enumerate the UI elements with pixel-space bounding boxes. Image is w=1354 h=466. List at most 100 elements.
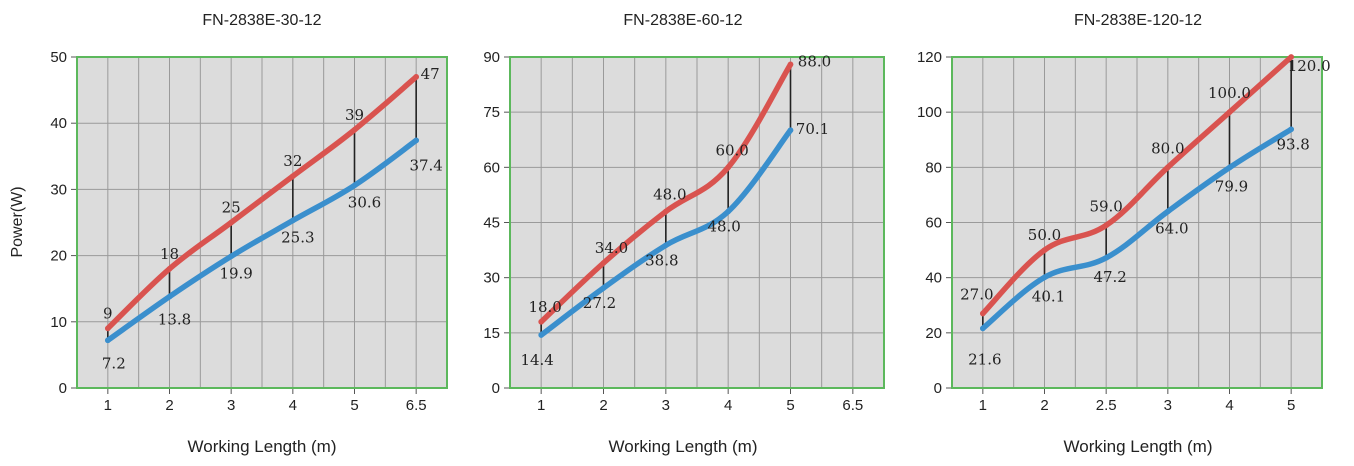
plot-frame — [951, 56, 1323, 389]
data-point-lower — [413, 137, 419, 144]
data-point-upper — [663, 208, 669, 215]
data-point-lower — [351, 182, 358, 189]
y-tick-label: 80 — [925, 159, 942, 176]
data-label-lower: 21.6 — [968, 350, 1001, 368]
y-tick-label: 60 — [483, 159, 500, 176]
y-tick-label: 20 — [925, 325, 942, 342]
y-tick-label: 90 — [483, 49, 500, 66]
data-point-upper — [600, 260, 607, 266]
y-tick-label: 10 — [50, 314, 67, 331]
y-tick-label: 0 — [492, 380, 500, 397]
data-label-lower: 27.2 — [583, 294, 616, 312]
y-tick-label: 40 — [50, 115, 67, 132]
data-point-upper — [1103, 222, 1109, 229]
data-point-lower — [105, 337, 111, 344]
chart-title: FN-2838E-60-12 — [623, 12, 742, 29]
series-line-lower — [980, 126, 1294, 332]
data-label-lower: 38.8 — [645, 251, 678, 269]
data-point-lower — [725, 208, 731, 215]
data-label-lower: 93.8 — [1276, 135, 1309, 153]
data-label-lower: 37.4 — [409, 156, 442, 174]
data-point-upper — [1226, 109, 1233, 115]
data-label-upper: 47 — [421, 65, 440, 83]
data-label-upper: 9 — [103, 304, 113, 322]
x-tick-label: 4 — [289, 397, 297, 414]
data-label-lower: 25.3 — [281, 229, 314, 247]
y-tick-label: 100 — [917, 104, 942, 121]
data-label-upper: 59.0 — [1089, 197, 1122, 215]
y-tick-label: 0 — [934, 380, 942, 397]
data-point-upper — [413, 74, 419, 80]
data-point-lower — [166, 293, 173, 300]
data-label-lower: 13.8 — [158, 311, 191, 329]
data-label-upper: 120.0 — [1288, 57, 1331, 75]
data-point-upper — [1288, 54, 1294, 60]
x-axis-label: Working Length (m) — [188, 437, 337, 456]
data-point-upper — [351, 127, 358, 133]
x-tick-label: 1 — [979, 397, 987, 414]
x-tick-label: 2 — [1040, 397, 1048, 414]
x-tick-label: 2.5 — [1096, 397, 1117, 414]
data-label-lower: 79.9 — [1215, 178, 1248, 196]
plot-frame — [76, 56, 448, 389]
data-label-upper: 27.0 — [960, 286, 993, 304]
y-tick-label: 15 — [483, 325, 500, 342]
data-point-lower — [663, 242, 669, 249]
data-point-lower — [1041, 274, 1048, 281]
data-point-upper — [725, 164, 731, 171]
x-tick-label: 5 — [786, 397, 794, 414]
data-label-lower: 19.9 — [219, 264, 252, 282]
series-line-upper — [980, 54, 1294, 317]
data-point-upper — [105, 325, 111, 332]
x-tick-label: 2 — [165, 397, 173, 414]
chart-3: FN-2838E-120-12 0 20 40 60 80 100 120 1 2 2.5 3 4 5 Wo… — [917, 12, 1331, 456]
x-tick-label: 1 — [104, 397, 112, 414]
data-label-upper: 18 — [160, 245, 179, 263]
data-point-upper — [538, 319, 544, 325]
data-point-upper — [228, 219, 234, 226]
x-tick-label: 4 — [724, 397, 732, 414]
data-label-lower: 48.0 — [707, 217, 740, 235]
y-axis-label: Power(W) — [9, 186, 26, 257]
y-tick-label: 60 — [925, 215, 942, 232]
data-label-upper: 80.0 — [1151, 139, 1184, 157]
data-label-lower: 64.0 — [1155, 219, 1188, 237]
data-label-lower: 70.1 — [796, 120, 829, 138]
x-tick-label: 4 — [1225, 397, 1233, 414]
data-label-lower: 40.1 — [1032, 287, 1065, 305]
data-label-upper: 18.0 — [528, 298, 561, 316]
data-point-lower — [228, 253, 234, 260]
data-label-lower: 47.2 — [1093, 268, 1126, 286]
data-point-lower — [1226, 164, 1233, 171]
data-label-upper: 32 — [283, 152, 302, 170]
x-tick-label: 5 — [350, 397, 358, 414]
x-tick-label: 3 — [227, 397, 235, 414]
data-label-upper: 34.0 — [595, 239, 628, 257]
x-tick-label: 5 — [1287, 397, 1295, 414]
data-point-lower — [600, 285, 607, 291]
data-point-upper — [166, 266, 173, 272]
x-tick-label: 6.5 — [406, 397, 427, 414]
y-tick-label: 40 — [925, 270, 942, 287]
data-point-lower — [787, 127, 794, 133]
y-tick-label: 45 — [483, 215, 500, 232]
data-label-upper: 48.0 — [653, 185, 686, 203]
series-line-upper — [105, 74, 419, 332]
data-label-upper: 60.0 — [715, 141, 748, 159]
data-point-lower — [538, 332, 544, 338]
x-axis-label: Working Length (m) — [609, 437, 758, 456]
data-label-lower: 30.6 — [348, 193, 381, 211]
series-line-lower — [105, 137, 419, 344]
y-tick-label: 30 — [483, 270, 500, 287]
data-label-upper: 25 — [222, 199, 241, 217]
chart-title: FN-2838E-30-12 — [202, 12, 321, 29]
y-tick-label: 50 — [50, 49, 67, 66]
data-label-lower: 7.2 — [102, 354, 126, 372]
x-tick-label: 6.5 — [842, 397, 863, 414]
x-tick-label: 1 — [537, 397, 545, 414]
data-point-lower — [290, 217, 296, 224]
data-point-upper — [1165, 164, 1171, 171]
x-axis-label: Working Length (m) — [1064, 437, 1213, 456]
